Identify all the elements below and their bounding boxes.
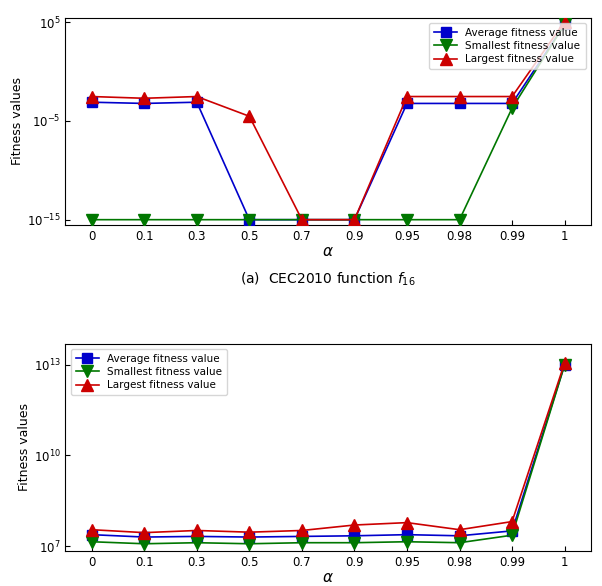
Largest fitness value: [141, 529, 148, 536]
Largest fitness value: [561, 359, 568, 366]
Average fitness value: [403, 100, 411, 107]
Smallest fitness value: [351, 216, 358, 223]
Smallest fitness value: [561, 362, 568, 369]
Average fitness value: [509, 527, 516, 534]
Largest fitness value: [193, 93, 200, 100]
Largest fitness value: [456, 93, 463, 100]
Smallest fitness value: [509, 532, 516, 539]
Largest fitness value: [351, 522, 358, 529]
Largest fitness value: [403, 93, 411, 100]
X-axis label: $\alpha$: $\alpha$: [322, 244, 334, 259]
X-axis label: $\alpha$: $\alpha$: [322, 570, 334, 585]
Largest fitness value: [561, 18, 568, 25]
Text: (a)  CEC2010 function $f_{16}$: (a) CEC2010 function $f_{16}$: [240, 271, 416, 288]
Smallest fitness value: [246, 540, 253, 547]
Smallest fitness value: [456, 539, 463, 546]
Legend: Average fitness value, Smallest fitness value, Largest fitness value: Average fitness value, Smallest fitness …: [429, 23, 586, 70]
Smallest fitness value: [509, 105, 516, 112]
Largest fitness value: [193, 527, 200, 534]
Largest fitness value: [403, 519, 411, 526]
Smallest fitness value: [561, 21, 568, 28]
Largest fitness value: [298, 527, 305, 534]
Average fitness value: [561, 21, 568, 28]
Smallest fitness value: [298, 539, 305, 546]
Average fitness value: [456, 100, 463, 107]
Line: Average fitness value: Average fitness value: [87, 360, 569, 542]
Line: Average fitness value: Average fitness value: [87, 19, 569, 224]
Largest fitness value: [88, 526, 95, 533]
Average fitness value: [193, 533, 200, 540]
Largest fitness value: [509, 93, 516, 100]
Line: Smallest fitness value: Smallest fitness value: [85, 359, 571, 550]
Largest fitness value: [351, 216, 358, 223]
Smallest fitness value: [403, 538, 411, 545]
Average fitness value: [246, 216, 253, 223]
Smallest fitness value: [193, 216, 200, 223]
Average fitness value: [456, 532, 463, 539]
Largest fitness value: [246, 529, 253, 536]
Average fitness value: [561, 361, 568, 368]
Largest fitness value: [88, 93, 95, 100]
Average fitness value: [88, 98, 95, 105]
Largest fitness value: [141, 95, 148, 102]
Average fitness value: [193, 98, 200, 105]
Average fitness value: [351, 216, 358, 223]
Line: Smallest fitness value: Smallest fitness value: [85, 18, 571, 226]
Smallest fitness value: [141, 216, 148, 223]
Average fitness value: [403, 531, 411, 538]
Average fitness value: [246, 533, 253, 540]
Average fitness value: [88, 531, 95, 538]
Average fitness value: [351, 532, 358, 539]
Y-axis label: Fitness values: Fitness values: [11, 77, 24, 165]
Largest fitness value: [509, 518, 516, 525]
Largest fitness value: [246, 113, 253, 120]
Average fitness value: [298, 216, 305, 223]
Largest fitness value: [456, 526, 463, 533]
Smallest fitness value: [456, 216, 463, 223]
Smallest fitness value: [88, 216, 95, 223]
Smallest fitness value: [298, 216, 305, 223]
Line: Largest fitness value: Largest fitness value: [85, 357, 571, 539]
Smallest fitness value: [403, 216, 411, 223]
Legend: Average fitness value, Smallest fitness value, Largest fitness value: Average fitness value, Smallest fitness …: [70, 349, 228, 396]
Average fitness value: [141, 533, 148, 540]
Smallest fitness value: [351, 539, 358, 546]
Smallest fitness value: [193, 539, 200, 546]
Largest fitness value: [298, 216, 305, 223]
Smallest fitness value: [141, 540, 148, 547]
Y-axis label: Fitness values: Fitness values: [18, 403, 31, 491]
Average fitness value: [141, 100, 148, 107]
Average fitness value: [509, 100, 516, 107]
Smallest fitness value: [246, 216, 253, 223]
Average fitness value: [298, 533, 305, 540]
Smallest fitness value: [88, 538, 95, 545]
Line: Largest fitness value: Largest fitness value: [85, 15, 571, 226]
